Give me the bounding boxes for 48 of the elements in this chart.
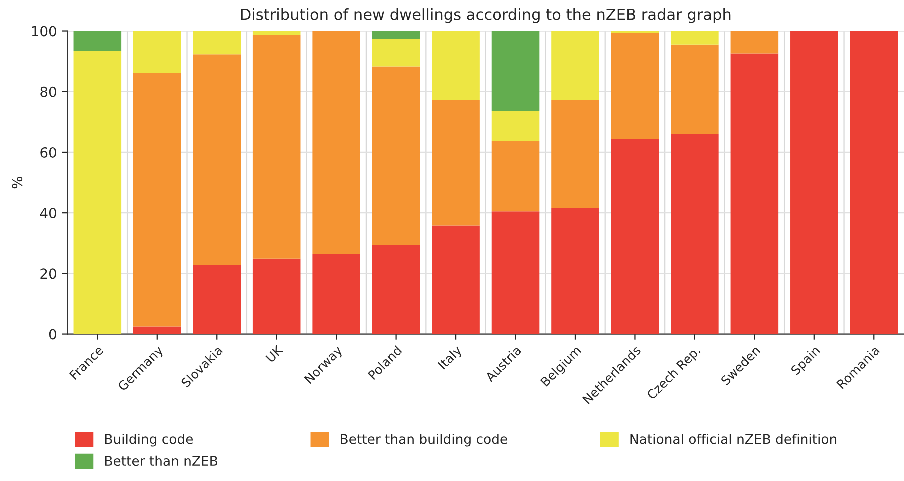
bar (432, 100, 480, 226)
bar (552, 208, 600, 334)
bar (611, 33, 660, 140)
bar (552, 31, 600, 100)
y-axis-title: % (12, 176, 23, 189)
bar (252, 258, 301, 334)
bar (730, 54, 779, 334)
bar (312, 254, 360, 334)
bar (790, 31, 838, 334)
bar (492, 212, 540, 334)
bar (372, 245, 420, 334)
bar (372, 39, 420, 67)
y-tick-label: 20 (40, 268, 56, 280)
bar (372, 66, 420, 246)
y-tick-label: 0 (49, 329, 56, 340)
bar (492, 31, 540, 112)
bar (671, 44, 719, 134)
y-tick-label: 60 (40, 147, 56, 158)
bar (552, 100, 600, 209)
bar (74, 31, 122, 52)
bar (432, 226, 480, 334)
bar (492, 140, 540, 212)
bar (193, 266, 242, 334)
bar (730, 31, 779, 54)
bar (312, 31, 360, 254)
bar (134, 326, 182, 334)
bar (611, 139, 660, 334)
bar (850, 31, 898, 334)
bar (432, 31, 480, 100)
bar (193, 31, 242, 55)
chart-title: Distribution of new dwellings according to the nZEB radar graph (241, 8, 731, 24)
legend-label: Building code (105, 434, 194, 447)
bar (134, 31, 182, 74)
bar (372, 31, 420, 40)
bar (134, 73, 182, 327)
bar (193, 54, 242, 266)
y-tick-label: 80 (40, 86, 56, 98)
y-tick-label: 40 (40, 208, 56, 219)
bar (252, 35, 301, 259)
y-tick-label: 100 (32, 26, 56, 37)
x-tick-label: UK (266, 344, 284, 364)
bar (671, 31, 719, 45)
legend-label: Better than building code (341, 434, 508, 447)
bar (492, 111, 540, 141)
bar (671, 134, 719, 334)
bar (74, 51, 122, 334)
legend-label: Better than nZEB (105, 456, 218, 466)
legend-label: National official nZEB definition (630, 434, 837, 444)
